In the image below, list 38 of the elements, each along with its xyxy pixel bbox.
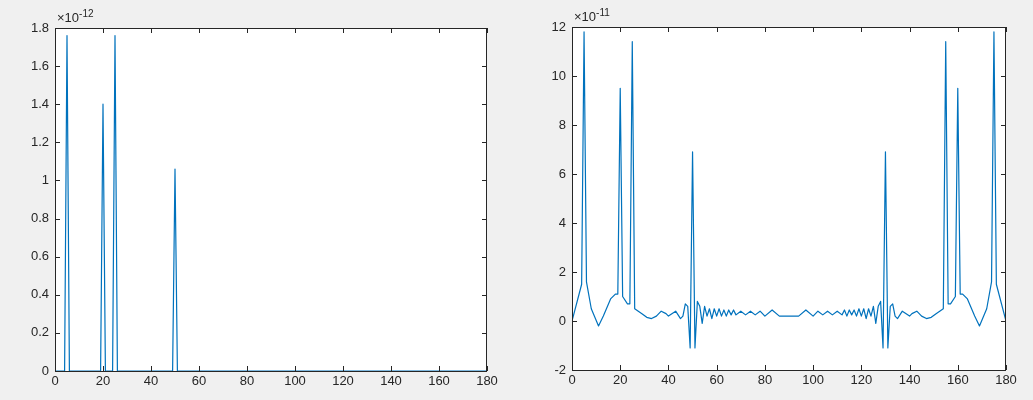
y-tick-label: 12	[551, 18, 566, 34]
y-tick-label: 0.8	[30, 210, 49, 226]
x-tick-label: 160	[946, 372, 969, 388]
y-tick-label: 1.8	[30, 19, 49, 35]
y-tick-label: 1.6	[30, 57, 49, 73]
x-tick-label: 60	[191, 373, 207, 389]
y-tick-label: 1.2	[30, 133, 49, 149]
y-tick-label: 6	[558, 165, 566, 181]
x-tick-label: 0	[51, 373, 59, 389]
x-tick-label: 140	[898, 372, 921, 388]
y-tick-label: -2	[554, 361, 566, 377]
x-tick-label: 0	[568, 372, 576, 388]
y-tick-label: 8	[558, 116, 566, 132]
y-tick-label: 1	[41, 172, 49, 188]
x-tick-label: 100	[802, 372, 824, 388]
x-tick-label: 40	[143, 373, 159, 389]
x-tick-label: 140	[380, 373, 402, 389]
x-tick-label: 180	[995, 372, 1017, 388]
y-tick-label: 0.2	[30, 324, 49, 340]
x-tick-label: 100	[284, 373, 306, 389]
y-tick-label: 10	[551, 67, 566, 83]
x-tick-label: 60	[709, 372, 724, 388]
y-tick-label: 4	[558, 214, 566, 230]
x-tick-label: 120	[850, 372, 873, 388]
y-tick-label: 0	[41, 362, 49, 378]
x-tick-label: 120	[332, 373, 354, 389]
x-tick-label: 40	[661, 372, 676, 388]
y-tick-label: 2	[558, 263, 566, 279]
x-tick-label: 80	[239, 373, 255, 389]
y-tick-label: 0	[558, 312, 566, 328]
y-tick-label: 0.6	[30, 248, 49, 264]
x-tick-label: 20	[612, 372, 628, 388]
x-tick-label: 160	[428, 373, 450, 389]
x-tick-label: 180	[476, 373, 498, 389]
x-tick-label: 20	[95, 373, 111, 389]
y-tick-label: 1.4	[30, 95, 49, 111]
y-tick-label: 0.4	[30, 286, 49, 302]
x-tick-label: 80	[757, 372, 773, 388]
